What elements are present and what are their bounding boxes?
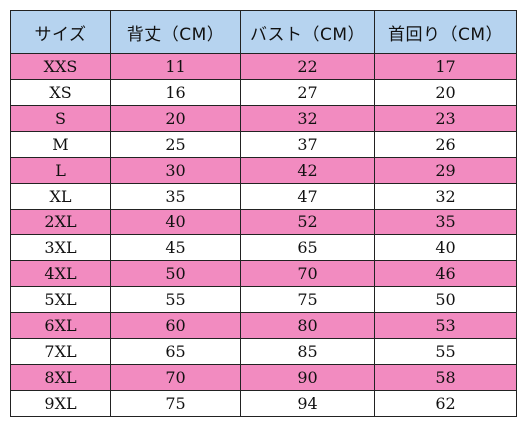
cell-back-length: 60 bbox=[110, 312, 241, 340]
cell-neck: 26 bbox=[374, 130, 517, 158]
cell-neck: 23 bbox=[374, 104, 517, 132]
cell-back-length: 65 bbox=[110, 338, 241, 366]
cell-bust: 85 bbox=[240, 338, 375, 366]
header-bust: バスト（CM） bbox=[240, 10, 375, 54]
cell-bust: 32 bbox=[240, 104, 375, 132]
cell-bust: 75 bbox=[240, 286, 375, 314]
cell-size: XS bbox=[10, 78, 111, 106]
cell-bust: 94 bbox=[240, 389, 375, 418]
cell-back-length: 25 bbox=[110, 130, 241, 158]
header-size: サイズ bbox=[10, 10, 111, 54]
table-row: 2XL 40 52 35 bbox=[10, 208, 517, 236]
cell-size: 7XL bbox=[10, 338, 111, 366]
cell-neck: 50 bbox=[374, 286, 517, 314]
table-row: 3XL 45 65 40 bbox=[10, 234, 517, 262]
table-header: サイズ 背丈（CM） バスト（CM） 首回り（CM） bbox=[10, 10, 517, 54]
cell-back-length: 35 bbox=[110, 182, 241, 210]
table-row: XL 35 47 32 bbox=[10, 182, 517, 210]
cell-size: 2XL bbox=[10, 208, 111, 236]
cell-neck: 29 bbox=[374, 156, 517, 184]
cell-bust: 42 bbox=[240, 156, 375, 184]
table-row: 7XL 65 85 55 bbox=[10, 338, 517, 366]
cell-neck: 53 bbox=[374, 312, 517, 340]
cell-bust: 37 bbox=[240, 130, 375, 158]
cell-back-length: 40 bbox=[110, 208, 241, 236]
cell-neck: 62 bbox=[374, 389, 517, 418]
cell-bust: 47 bbox=[240, 182, 375, 210]
size-chart-table: サイズ 背丈（CM） バスト（CM） 首回り（CM） XXS 11 22 17 … bbox=[10, 10, 517, 418]
table-row: XXS 11 22 17 bbox=[10, 53, 517, 80]
table-row: 6XL 60 80 53 bbox=[10, 312, 517, 340]
cell-back-length: 30 bbox=[110, 156, 241, 184]
cell-size: 5XL bbox=[10, 286, 111, 314]
table-row: 4XL 50 70 46 bbox=[10, 260, 517, 288]
cell-size: XL bbox=[10, 182, 111, 210]
table-row: M 25 37 26 bbox=[10, 130, 517, 158]
header-neck: 首回り（CM） bbox=[374, 10, 517, 54]
table-row: L 30 42 29 bbox=[10, 156, 517, 184]
cell-size: 6XL bbox=[10, 312, 111, 340]
table-row: 5XL 55 75 50 bbox=[10, 286, 517, 314]
cell-back-length: 45 bbox=[110, 234, 241, 262]
cell-neck: 20 bbox=[374, 78, 517, 106]
cell-size: 9XL bbox=[10, 389, 111, 418]
cell-back-length: 16 bbox=[110, 78, 241, 106]
cell-neck: 32 bbox=[374, 182, 517, 210]
cell-bust: 70 bbox=[240, 260, 375, 288]
cell-size: S bbox=[10, 104, 111, 132]
cell-bust: 80 bbox=[240, 312, 375, 340]
cell-size: 3XL bbox=[10, 234, 111, 262]
cell-back-length: 11 bbox=[110, 53, 241, 80]
table-row: XS 16 27 20 bbox=[10, 78, 517, 106]
cell-bust: 27 bbox=[240, 78, 375, 106]
table-body: XXS 11 22 17 XS 16 27 20 S 20 32 23 M 25… bbox=[10, 53, 517, 418]
cell-back-length: 55 bbox=[110, 286, 241, 314]
cell-back-length: 75 bbox=[110, 389, 241, 418]
cell-back-length: 70 bbox=[110, 364, 241, 391]
cell-neck: 55 bbox=[374, 338, 517, 366]
cell-bust: 22 bbox=[240, 53, 375, 80]
cell-neck: 46 bbox=[374, 260, 517, 288]
table-row: 8XL 70 90 58 bbox=[10, 364, 517, 391]
cell-size: M bbox=[10, 130, 111, 158]
table-row: S 20 32 23 bbox=[10, 104, 517, 132]
table-row: 9XL 75 94 62 bbox=[10, 389, 517, 418]
cell-back-length: 20 bbox=[110, 104, 241, 132]
cell-neck: 17 bbox=[374, 53, 517, 80]
cell-size: 4XL bbox=[10, 260, 111, 288]
cell-neck: 35 bbox=[374, 208, 517, 236]
header-row: サイズ 背丈（CM） バスト（CM） 首回り（CM） bbox=[10, 10, 517, 54]
cell-bust: 52 bbox=[240, 208, 375, 236]
cell-neck: 58 bbox=[374, 364, 517, 391]
cell-size: 8XL bbox=[10, 364, 111, 391]
cell-back-length: 50 bbox=[110, 260, 241, 288]
header-back-length: 背丈（CM） bbox=[110, 10, 241, 54]
cell-neck: 40 bbox=[374, 234, 517, 262]
cell-size: L bbox=[10, 156, 111, 184]
cell-size: XXS bbox=[10, 53, 111, 80]
cell-bust: 65 bbox=[240, 234, 375, 262]
cell-bust: 90 bbox=[240, 364, 375, 391]
